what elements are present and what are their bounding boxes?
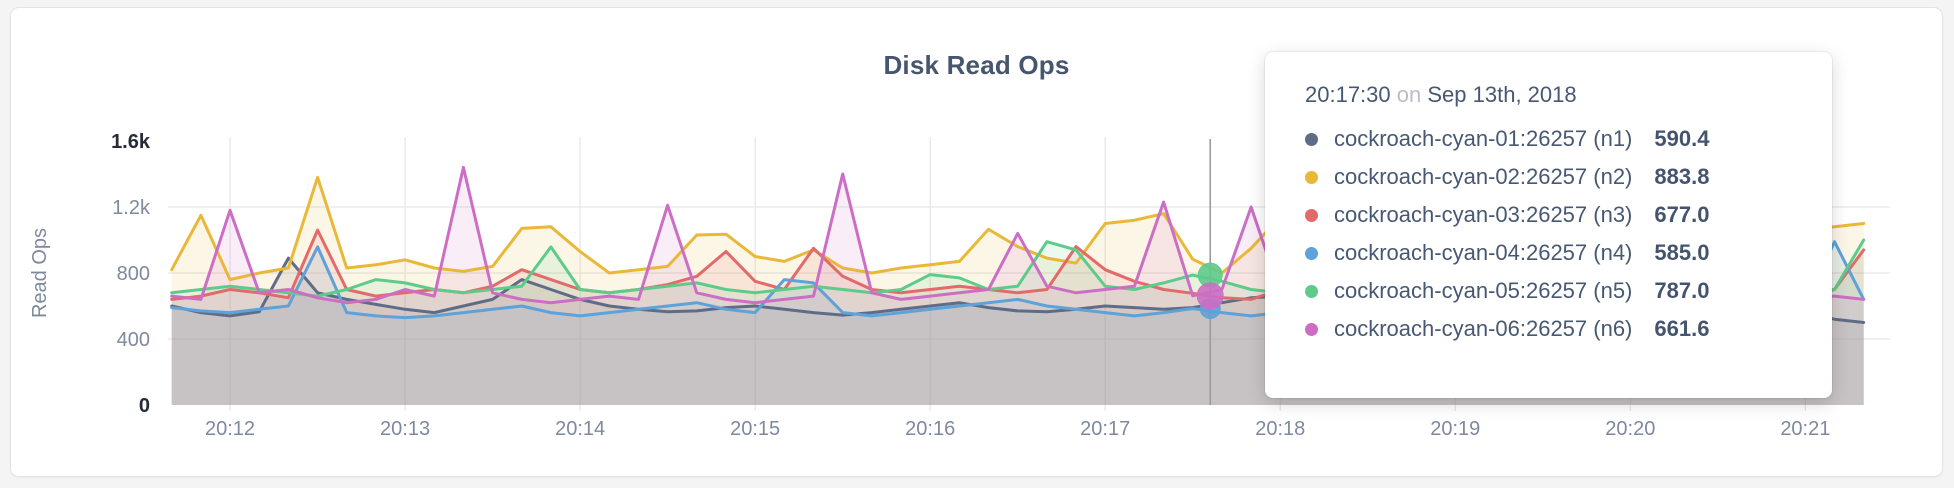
series-value: 787.0 bbox=[1654, 278, 1710, 303]
tooltip-on-word: on bbox=[1396, 82, 1422, 107]
series-value: 661.6 bbox=[1654, 316, 1710, 341]
series-color-dot bbox=[1305, 246, 1318, 260]
series-color-dot bbox=[1305, 208, 1318, 222]
series-color-dot bbox=[1305, 170, 1318, 184]
tooltip-date: Sep 13th, 2018 bbox=[1427, 82, 1577, 107]
tooltip-series-list: cockroach-cyan-01:26257 (n1) 590.4 cockroa… bbox=[1305, 120, 1792, 348]
series-value: 590.4 bbox=[1654, 126, 1710, 151]
tooltip-series-row: cockroach-cyan-01:26257 (n1) 590.4 bbox=[1305, 120, 1792, 158]
series-label: cockroach-cyan-04:26257 (n4) bbox=[1334, 240, 1633, 265]
series-label: cockroach-cyan-03:26257 (n3) bbox=[1334, 202, 1633, 227]
series-color-dot bbox=[1305, 132, 1318, 146]
tooltip-time: 20:17:30 bbox=[1305, 82, 1391, 107]
series-label: cockroach-cyan-05:26257 (n5) bbox=[1334, 278, 1633, 303]
series-label: cockroach-cyan-06:26257 (n6) bbox=[1334, 316, 1633, 341]
series-label: cockroach-cyan-01:26257 (n1) bbox=[1334, 126, 1633, 151]
tooltip-series-row: cockroach-cyan-03:26257 (n3) 677.0 bbox=[1305, 196, 1792, 234]
series-label: cockroach-cyan-02:26257 (n2) bbox=[1334, 164, 1633, 189]
tooltip-series-row: cockroach-cyan-05:26257 (n5) 787.0 bbox=[1305, 272, 1792, 310]
chart-title: Disk Read Ops bbox=[883, 50, 1070, 80]
tooltip-series-row: cockroach-cyan-02:26257 (n2) 883.8 bbox=[1305, 158, 1792, 196]
series-value: 585.0 bbox=[1654, 240, 1710, 265]
series-value: 883.8 bbox=[1654, 164, 1710, 189]
tooltip-header: 20:17:30 on Sep 13th, 2018 bbox=[1305, 82, 1792, 108]
series-color-dot bbox=[1305, 322, 1318, 336]
series-color-dot bbox=[1305, 284, 1318, 298]
tooltip-series-row: cockroach-cyan-04:26257 (n4) 585.0 bbox=[1305, 234, 1792, 272]
series-value: 677.0 bbox=[1654, 202, 1710, 227]
tooltip-series-row: cockroach-cyan-06:26257 (n6) 661.6 bbox=[1305, 310, 1792, 348]
chart-tooltip: 20:17:30 on Sep 13th, 2018 cockroach-cya… bbox=[1265, 52, 1832, 398]
